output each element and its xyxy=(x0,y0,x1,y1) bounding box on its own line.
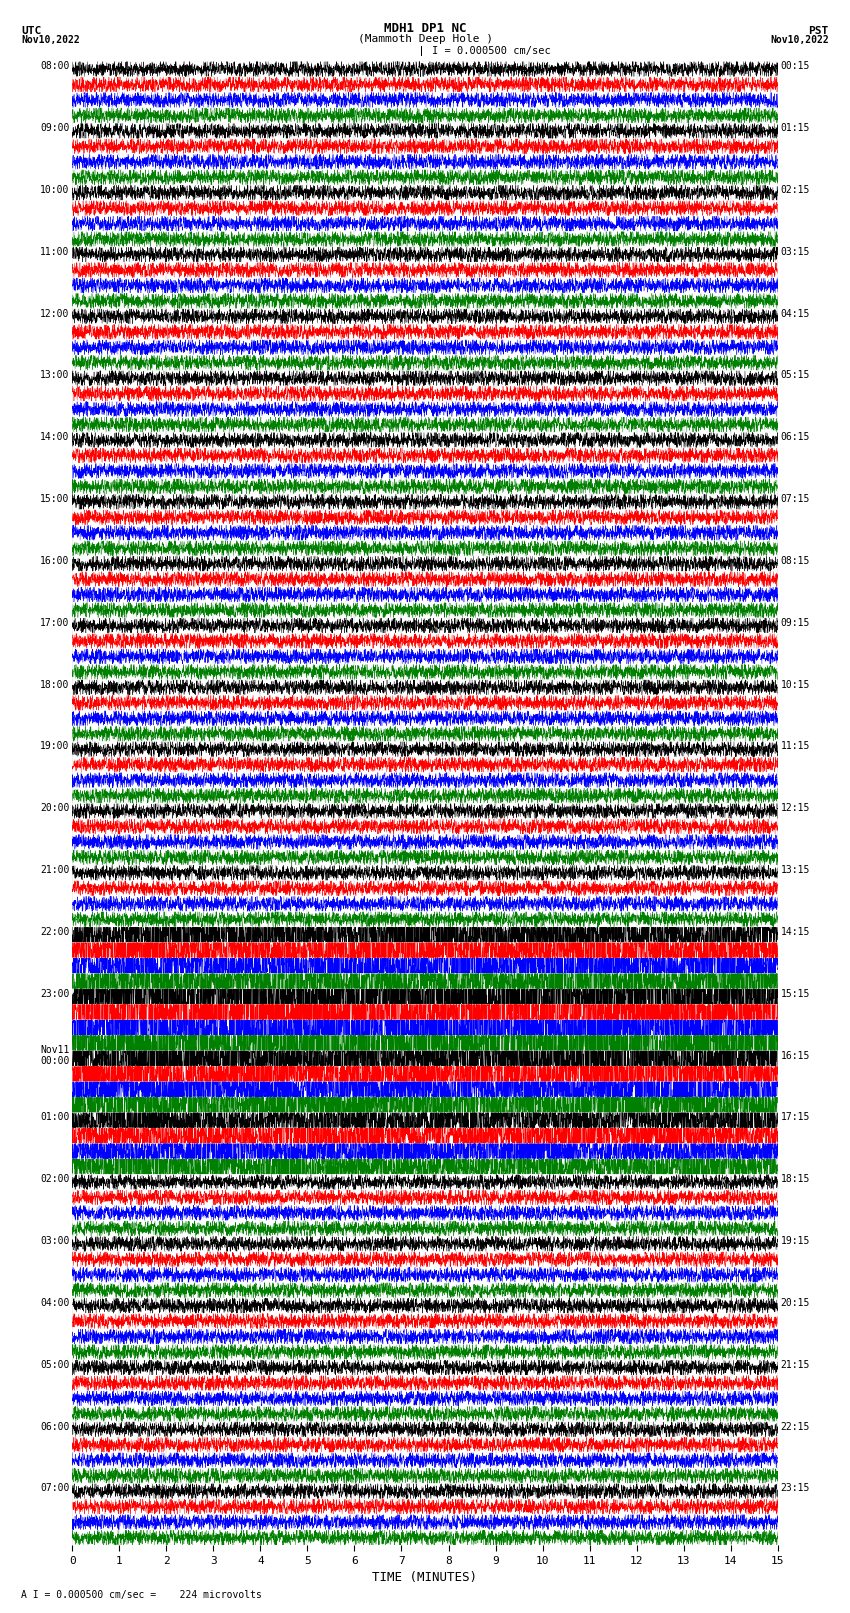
Text: (Mammoth Deep Hole ): (Mammoth Deep Hole ) xyxy=(358,34,492,44)
Text: MDH1 DP1 NC: MDH1 DP1 NC xyxy=(383,21,467,35)
Text: UTC: UTC xyxy=(21,26,42,37)
Text: I = 0.000500 cm/sec: I = 0.000500 cm/sec xyxy=(432,45,551,56)
Text: Nov10,2022: Nov10,2022 xyxy=(770,35,829,45)
Text: Nov10,2022: Nov10,2022 xyxy=(21,35,80,45)
Text: PST: PST xyxy=(808,26,829,37)
Text: A I = 0.000500 cm/sec =    224 microvolts: A I = 0.000500 cm/sec = 224 microvolts xyxy=(21,1590,262,1600)
X-axis label: TIME (MINUTES): TIME (MINUTES) xyxy=(372,1571,478,1584)
